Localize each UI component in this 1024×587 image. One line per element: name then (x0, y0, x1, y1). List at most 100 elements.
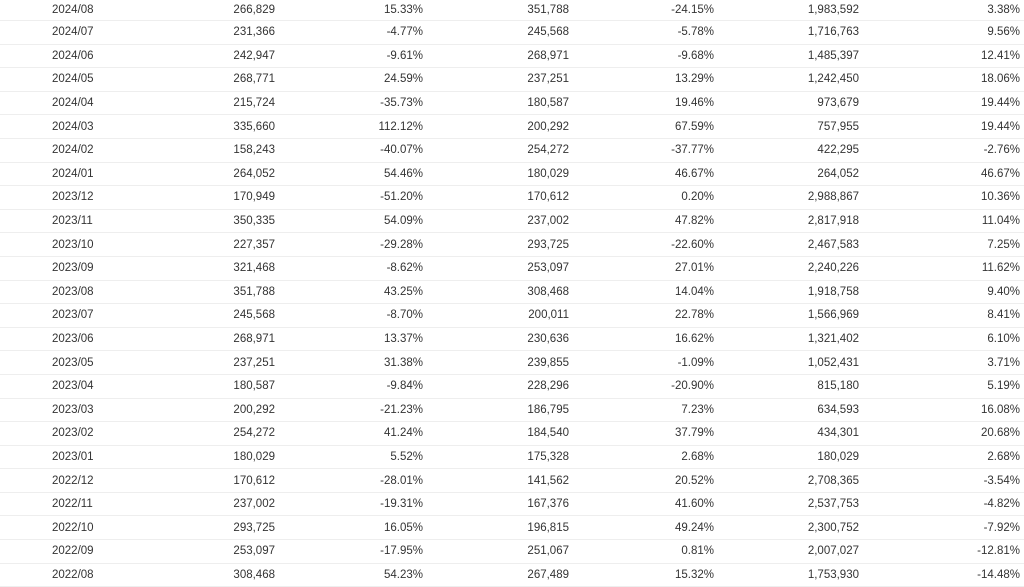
cell-month: 2023/06 (0, 327, 120, 352)
table-row: 2023/03 200,292 -21.23% 186,795 7.23% 634,593… (0, 398, 1024, 423)
cell-cumulative: 1,716,763 (726, 20, 872, 45)
table-row: 2024/01 264,052 54.46% 180,029 46.67% 264,052… (0, 162, 1024, 187)
cell-month: 2023/04 (0, 374, 120, 399)
cell-month: 2023/09 (0, 256, 120, 281)
cell-value-a: 200,292 (120, 398, 286, 423)
cell-value-b: 230,636 (433, 327, 579, 352)
cell-value-a: 293,725 (120, 515, 286, 541)
cell-value-b: 196,815 (433, 515, 579, 541)
table-row: 2023/01 180,029 5.52% 175,328 2.68% 180,029 2.… (0, 445, 1024, 470)
cell-cumulative: 434,301 (726, 421, 872, 446)
cell-value-b: 254,272 (433, 138, 579, 163)
table-row: 2023/11 350,335 54.09% 237,002 47.82% 2,817,9… (0, 209, 1024, 234)
cell-cumulative: 1,052,431 (726, 350, 872, 375)
cell-change-a: -17.95% (286, 539, 433, 564)
cell-value-b: 237,251 (433, 67, 579, 92)
cell-cumulative-change: 11.04% (872, 209, 1024, 234)
cell-change-b: 13.29% (579, 67, 726, 92)
cell-month: 2024/07 (0, 20, 120, 45)
cell-value-b: 184,540 (433, 421, 579, 446)
cell-cumulative-change: 10.36% (872, 185, 1024, 210)
cell-change-b: 20.52% (579, 468, 726, 493)
cell-month: 2024/08 (0, 0, 120, 21)
cell-cumulative: 180,029 (726, 445, 872, 470)
cell-change-a: -8.70% (286, 303, 433, 328)
cell-cumulative: 2,300,752 (726, 515, 872, 541)
cell-cumulative: 2,988,867 (726, 185, 872, 210)
cell-cumulative-change: 8.41% (872, 303, 1024, 328)
cell-cumulative-change: 3.38% (872, 0, 1024, 21)
cell-cumulative: 2,007,027 (726, 539, 872, 564)
cell-cumulative: 1,242,450 (726, 67, 872, 92)
cell-change-a: -9.84% (286, 374, 433, 399)
cell-month: 2023/11 (0, 209, 120, 234)
cell-change-a: 54.09% (286, 209, 433, 234)
cell-month: 2024/01 (0, 162, 120, 187)
cell-value-a: 158,243 (120, 138, 286, 163)
cell-value-b: 200,292 (433, 114, 579, 139)
cell-change-b: 16.62% (579, 327, 726, 352)
cell-value-a: 351,788 (120, 280, 286, 305)
cell-cumulative-change: 6.10% (872, 327, 1024, 352)
cell-change-a: 54.23% (286, 563, 433, 587)
cell-value-b: 170,612 (433, 185, 579, 210)
cell-cumulative-change: 20.68% (872, 421, 1024, 446)
cell-month: 2023/07 (0, 303, 120, 328)
cell-change-a: 112.12% (286, 114, 433, 139)
cell-month: 2024/03 (0, 114, 120, 139)
cell-value-a: 335,660 (120, 114, 286, 139)
cell-cumulative: 1,753,930 (726, 563, 872, 587)
cell-value-b: 239,855 (433, 350, 579, 375)
cell-change-a: -4.77% (286, 20, 433, 45)
cell-month: 2022/12 (0, 468, 120, 493)
cell-month: 2022/10 (0, 515, 120, 541)
cell-cumulative-change: 12.41% (872, 44, 1024, 69)
cell-change-b: 19.46% (579, 91, 726, 116)
table-row: 2024/02 158,243 -40.07% 254,272 -37.77% 422,2… (0, 138, 1024, 163)
table-row: 2023/04 180,587 -9.84% 228,296 -20.90% 815,18… (0, 374, 1024, 399)
table-row: 2023/06 268,971 13.37% 230,636 16.62% 1,321,4… (0, 327, 1024, 352)
cell-value-a: 254,272 (120, 421, 286, 446)
cell-value-a: 231,366 (120, 20, 286, 45)
table-row: 2024/06 242,947 -9.61% 268,971 -9.68% 1,485,3… (0, 44, 1024, 69)
cell-change-b: -1.09% (579, 350, 726, 375)
cell-value-b: 245,568 (433, 20, 579, 45)
cell-cumulative-change: 19.44% (872, 114, 1024, 139)
cell-cumulative: 1,485,397 (726, 44, 872, 69)
cell-change-b: 22.78% (579, 303, 726, 328)
cell-value-b: 180,029 (433, 162, 579, 187)
cell-value-a: 242,947 (120, 44, 286, 69)
cell-value-a: 321,468 (120, 256, 286, 281)
cell-month: 2024/05 (0, 67, 120, 92)
cell-change-a: -19.31% (286, 492, 433, 517)
table-row: 2023/09 321,468 -8.62% 253,097 27.01% 2,240,2… (0, 256, 1024, 281)
cell-change-a: 41.24% (286, 421, 433, 446)
cell-cumulative-change: 16.08% (872, 398, 1024, 423)
table-row: 2022/10 293,725 16.05% 196,815 49.24% 2,300,7… (0, 515, 1024, 541)
cell-change-b: 27.01% (579, 256, 726, 281)
cell-change-b: 37.79% (579, 421, 726, 446)
cell-cumulative: 2,537,753 (726, 492, 872, 517)
cell-value-b: 237,002 (433, 209, 579, 234)
cell-change-b: 0.20% (579, 185, 726, 210)
cell-change-a: 15.33% (286, 0, 433, 21)
cell-value-a: 266,829 (120, 0, 286, 21)
cell-value-a: 253,097 (120, 539, 286, 564)
table-row: 2024/08 266,829 15.33% 351,788 -24.15% 1,983,… (0, 0, 1024, 21)
cell-value-a: 237,251 (120, 350, 286, 375)
cell-cumulative-change: 9.56% (872, 20, 1024, 45)
cell-value-a: 268,971 (120, 327, 286, 352)
cell-change-a: -21.23% (286, 398, 433, 423)
cell-cumulative: 2,817,918 (726, 209, 872, 234)
cell-cumulative-change: 46.67% (872, 162, 1024, 187)
cell-value-b: 308,468 (433, 280, 579, 305)
cell-value-b: 267,489 (433, 563, 579, 587)
cell-cumulative: 2,708,365 (726, 468, 872, 493)
cell-value-a: 308,468 (120, 563, 286, 587)
cell-cumulative: 1,566,969 (726, 303, 872, 328)
cell-change-a: 13.37% (286, 327, 433, 352)
cell-month: 2023/03 (0, 398, 120, 423)
table-row: 2023/05 237,251 31.38% 239,855 -1.09% 1,052,4… (0, 350, 1024, 375)
cell-change-b: -22.60% (579, 232, 726, 257)
cell-change-a: -8.62% (286, 256, 433, 281)
